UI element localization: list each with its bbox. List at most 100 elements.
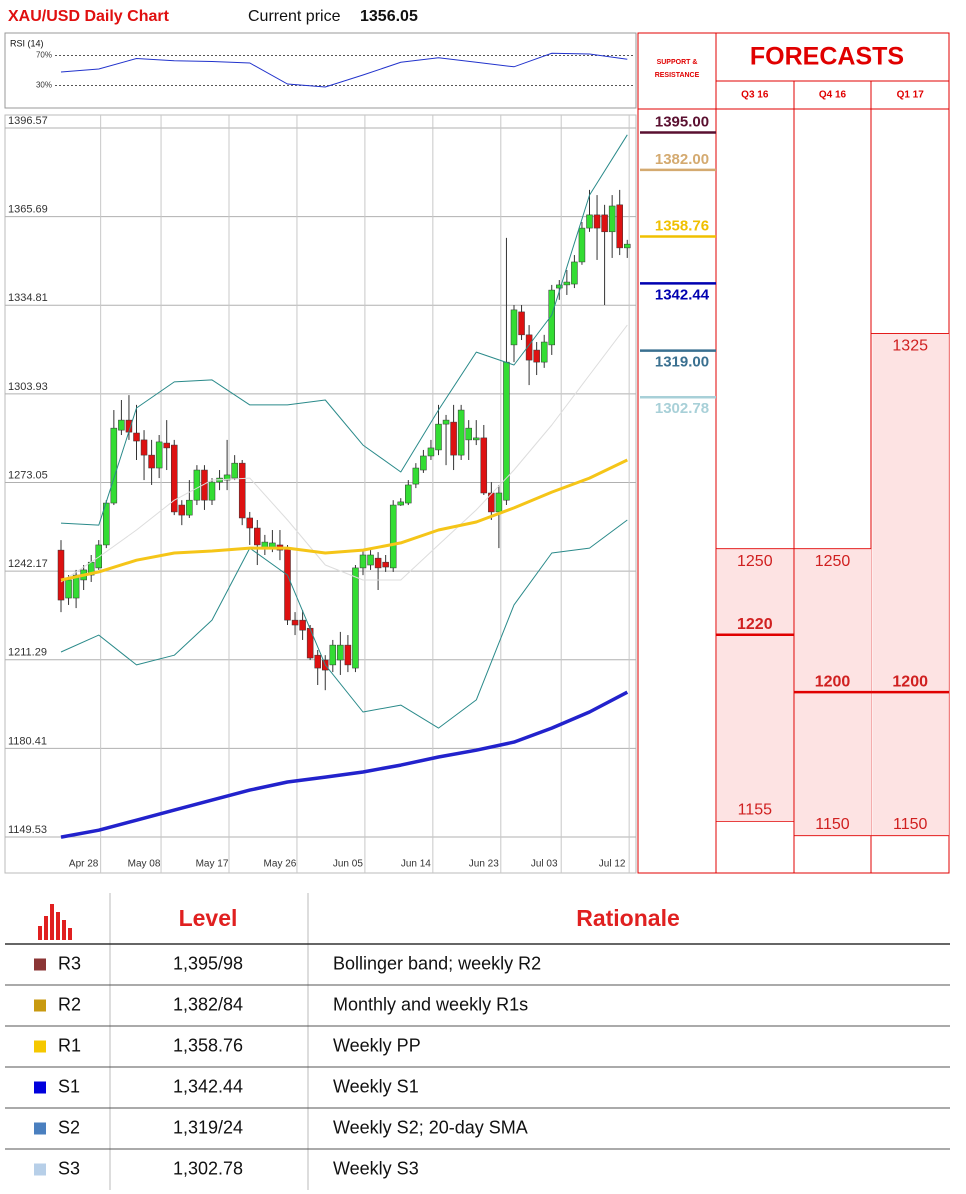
candle-body <box>571 261 578 285</box>
level-label: 1342.44 <box>655 286 710 303</box>
overlay-line <box>60 134 628 526</box>
candle-body <box>72 574 80 599</box>
level-label: 1382.00 <box>655 151 709 168</box>
candle-body <box>57 549 65 601</box>
candle-body <box>382 561 389 568</box>
y-tick-label: 1365.69 <box>8 204 48 216</box>
table-header: Level <box>179 905 238 931</box>
forecast-low-label: 1150 <box>893 816 928 833</box>
forecast-high-label: 1250 <box>737 553 773 570</box>
candle-body <box>314 654 321 669</box>
candle-body <box>473 437 480 441</box>
forecast-low-label: 1155 <box>738 802 773 819</box>
candle-body <box>367 554 374 566</box>
forecast-range <box>717 548 794 822</box>
candle-body <box>518 311 525 336</box>
forecast-high-label: 1325 <box>892 338 928 355</box>
x-tick-label: Jun 23 <box>469 859 499 870</box>
y-tick-label: 1180.41 <box>8 735 47 747</box>
level-rationale: Weekly PP <box>333 1035 421 1055</box>
x-tick-label: Jun 05 <box>333 859 363 870</box>
candle-body <box>503 361 510 501</box>
overlay-line <box>60 519 628 729</box>
candle-body <box>457 409 465 456</box>
candle-body <box>616 204 623 249</box>
candle-body <box>291 619 299 626</box>
rsi-panel <box>4 32 637 109</box>
candle-body <box>586 214 593 229</box>
candle-body <box>442 419 450 425</box>
level-swatch <box>34 958 46 971</box>
level-rationale: Weekly S2; 20-day SMA <box>333 1117 528 1137</box>
x-tick-label: Jul 03 <box>531 859 558 870</box>
candle-body <box>465 427 472 441</box>
forecast-mid-label: 1220 <box>737 616 773 633</box>
candle-body <box>178 504 186 516</box>
candle-body <box>163 442 170 449</box>
forecast-period: Q3 16 <box>741 90 769 101</box>
candle-body <box>344 644 352 666</box>
level-value: 1,342.44 <box>173 1076 243 1096</box>
level-value: 1,319/24 <box>173 1117 243 1137</box>
x-tick-label: May 08 <box>128 859 161 870</box>
candle-body <box>208 481 216 501</box>
table-header: Rationale <box>576 905 680 931</box>
overlay-line <box>60 458 628 582</box>
levels-title: RESISTANCE <box>655 72 700 79</box>
level-code: S2 <box>58 1117 80 1137</box>
x-tick-label: Jun 14 <box>401 859 431 870</box>
candle-body <box>533 349 540 363</box>
candle-body <box>563 281 571 286</box>
y-tick-label: 1273.05 <box>8 469 48 481</box>
x-tick-label: Apr 28 <box>69 859 99 870</box>
x-tick-label: Jul 12 <box>599 859 626 870</box>
candle-body <box>352 567 359 669</box>
candle-body <box>450 421 457 456</box>
level-label: 1319.00 <box>655 354 709 371</box>
level-swatch <box>34 1040 46 1053</box>
candle-body <box>133 432 140 442</box>
candle-body <box>110 427 118 504</box>
candle-body <box>420 455 427 471</box>
candle-body <box>556 284 563 289</box>
level-code: S3 <box>58 1158 80 1178</box>
level-code: R1 <box>58 1035 81 1055</box>
candle-body <box>299 619 306 631</box>
candle-body <box>480 437 488 494</box>
candle-body <box>284 547 291 621</box>
forecast-low-label: 1150 <box>815 816 850 833</box>
forecast-range <box>872 333 949 836</box>
candle-body <box>186 499 193 516</box>
candle-body <box>488 492 495 513</box>
x-tick-label: May 26 <box>264 859 297 870</box>
candle-body <box>155 441 163 469</box>
level-label: 1395.00 <box>655 113 709 130</box>
candle-body <box>140 439 148 456</box>
candle-body <box>65 579 72 599</box>
forecast-high-label: 1250 <box>815 553 851 570</box>
level-value: 1,358.76 <box>173 1035 243 1055</box>
candle-body <box>231 462 238 479</box>
candle-body <box>608 205 616 233</box>
chart-title: XAU/USD Daily Chart <box>8 8 170 25</box>
level-code: R3 <box>58 953 81 973</box>
candle-body <box>405 484 412 504</box>
candle-body <box>118 419 125 431</box>
candle-body <box>329 644 337 666</box>
x-tick-label: May 17 <box>196 859 229 870</box>
candle-body <box>540 341 548 363</box>
rsi-tick-label: 70% <box>36 51 52 60</box>
forecast-period: Q1 17 <box>897 90 925 101</box>
candle-body <box>148 454 155 469</box>
y-tick-label: 1396.57 <box>8 115 48 127</box>
candle-body <box>374 557 382 569</box>
rsi-tick-label: 30% <box>36 81 52 90</box>
candle-body <box>578 227 586 263</box>
level-label: 1302.78 <box>655 400 709 417</box>
candle-body <box>510 309 518 346</box>
candle-body <box>337 644 344 661</box>
table-icon <box>38 904 72 940</box>
candle-body <box>435 423 442 451</box>
